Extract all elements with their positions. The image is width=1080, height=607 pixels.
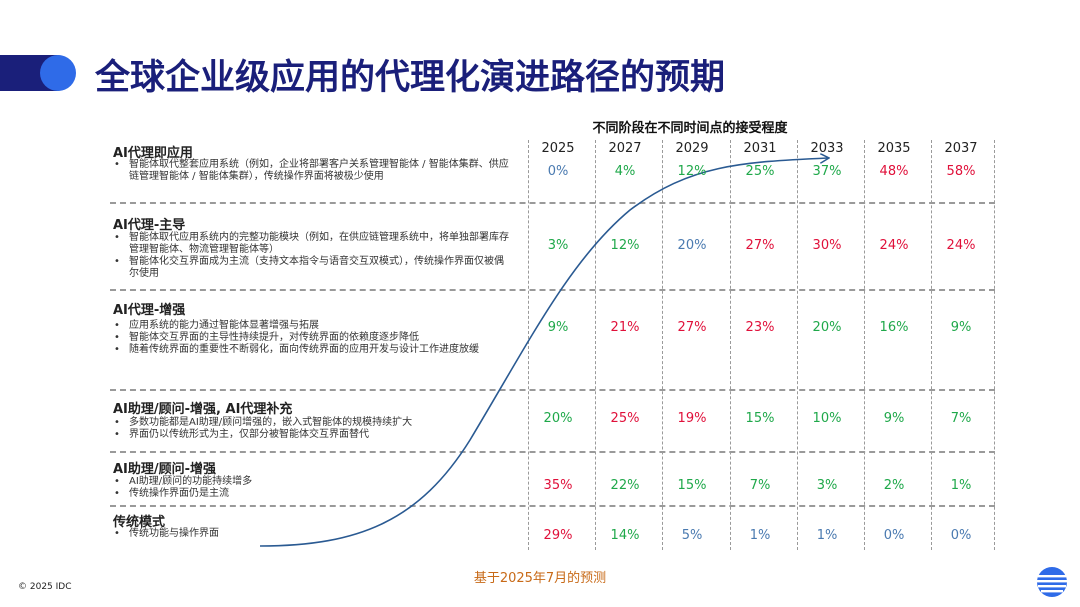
stage-title: AI助理/顾问-增强 [113,462,217,477]
copyright: © 2025 IDC [18,582,72,592]
percentage-cell: 0% [950,528,972,543]
percentage-cell: 2% [883,478,905,493]
stage-bullet: 智能体化交互界面成为主流（支持文本指令与语音交互双模式），传统操作界面仅被偶尔使… [114,256,509,280]
percentage-cell: 7% [749,478,771,493]
percentage-cell: 9% [950,320,972,335]
stage-bullet: 多数功能都是AI助理/顾问增强的，嵌入式智能体的规模持续扩大 [114,417,509,429]
stage-bullet: 界面仍以传统形式为主，仅部分被智能体交互界面替代 [114,429,509,441]
stage-bullet: 智能体交互界面的主导性持续提升，对传统界面的依赖度逐步降低 [114,332,509,344]
percentage-cell: 9% [547,320,569,335]
percentage-cell: 1% [749,528,771,543]
percentage-cell: 7% [950,411,972,426]
stage-bullet: 智能体取代整套应用系统（例如，企业将部署客户关系管理智能体 / 智能体集群、供应… [114,159,509,183]
stage-bullets: 智能体取代应用系统内的完整功能模块（例如，在供应链管理系统中，将单独部署库存管理… [114,232,509,280]
percentage-cell: 15% [745,411,775,426]
percentage-cell: 58% [946,164,976,179]
percentage-cell: 10% [812,411,842,426]
column-divider [931,140,932,550]
stage-bullets: AI助理/顾问的功能持续增多 传统操作界面仍是主流 [114,476,509,500]
percentage-cell: 9% [883,411,905,426]
percentage-cell: 15% [677,478,707,493]
percentage-cell: 0% [547,164,569,179]
percentage-cell: 5% [681,528,703,543]
row-divider [110,202,995,204]
column-divider [797,140,798,550]
title-accent-dot [40,55,76,91]
percentage-cell: 35% [543,478,573,493]
column-divider [662,140,663,550]
stage-title: 传统模式 [113,515,166,530]
percentage-cell: 24% [879,238,909,253]
percentage-cell: 25% [745,164,775,179]
percentage-cell: 29% [543,528,573,543]
percentage-cell: 30% [812,238,842,253]
row-divider [110,289,995,291]
percentage-cell: 21% [610,320,640,335]
stage-title: AI代理-增强 [113,303,186,318]
stage-bullet: 智能体取代应用系统内的完整功能模块（例如，在供应链管理系统中，将单独部署库存管理… [114,232,509,256]
percentage-cell: 24% [946,238,976,253]
row-divider [110,505,995,507]
year-header: 2033 [810,141,844,156]
forecast-note: 基于2025年7月的预测 [473,571,607,586]
stage-bullet: AI助理/顾问的功能持续增多 [114,476,509,488]
stage-bullets: 智能体取代整套应用系统（例如，企业将部署客户关系管理智能体 / 智能体集群、供应… [114,159,509,183]
percentage-cell: 25% [610,411,640,426]
stage-bullets: 应用系统的能力通过智能体显著增强与拓展 智能体交互界面的主导性持续提升，对传统界… [114,320,509,356]
percentage-cell: 1% [950,478,972,493]
stage-title: AI代理即应用 [113,146,193,161]
column-divider [994,140,995,550]
percentage-cell: 22% [610,478,640,493]
column-divider [864,140,865,550]
stage-title: AI助理/顾问-增强, AI代理补充 [113,402,293,417]
percentage-cell: 12% [677,164,707,179]
percentage-cell: 3% [816,478,838,493]
table-subtitle: 不同阶段在不同时间点的接受程度 [592,121,788,136]
stage-bullet: 传统操作界面仍是主流 [114,488,509,500]
year-header: 2027 [608,141,642,156]
stage-bullets: 多数功能都是AI助理/顾问增强的，嵌入式智能体的规模持续扩大 界面仍以传统形式为… [114,417,509,441]
year-header: 2025 [541,141,575,156]
stage-bullets: 传统功能与操作界面 [114,528,509,540]
percentage-cell: 1% [816,528,838,543]
percentage-cell: 27% [677,320,707,335]
stage-bullet: 传统功能与操作界面 [114,528,509,540]
percentage-cell: 27% [745,238,775,253]
page-title: 全球企业级应用的代理化演进路径的预期 [95,58,726,98]
idc-logo-icon [1037,567,1067,597]
year-header: 2031 [743,141,777,156]
percentage-cell: 20% [677,238,707,253]
year-header: 2037 [944,141,978,156]
percentage-cell: 14% [610,528,640,543]
percentage-cell: 37% [812,164,842,179]
stage-bullet: 随着传统界面的重要性不断弱化，面向传统界面的应用开发与设计工作进度放缓 [114,344,509,356]
column-divider [595,140,596,550]
percentage-cell: 4% [614,164,636,179]
percentage-cell: 48% [879,164,909,179]
stage-title: AI代理-主导 [113,218,186,233]
percentage-cell: 0% [883,528,905,543]
year-header: 2035 [877,141,911,156]
stage-bullet: 应用系统的能力通过智能体显著增强与拓展 [114,320,509,332]
year-header: 2029 [675,141,709,156]
column-divider [528,140,529,550]
percentage-cell: 23% [745,320,775,335]
trend-line [259,158,828,547]
percentage-cell: 3% [547,238,569,253]
row-divider [110,389,995,391]
percentage-cell: 20% [812,320,842,335]
row-divider [110,451,995,453]
column-divider [730,140,731,550]
percentage-cell: 20% [543,411,573,426]
percentage-cell: 12% [610,238,640,253]
percentage-cell: 19% [677,411,707,426]
percentage-cell: 16% [879,320,909,335]
